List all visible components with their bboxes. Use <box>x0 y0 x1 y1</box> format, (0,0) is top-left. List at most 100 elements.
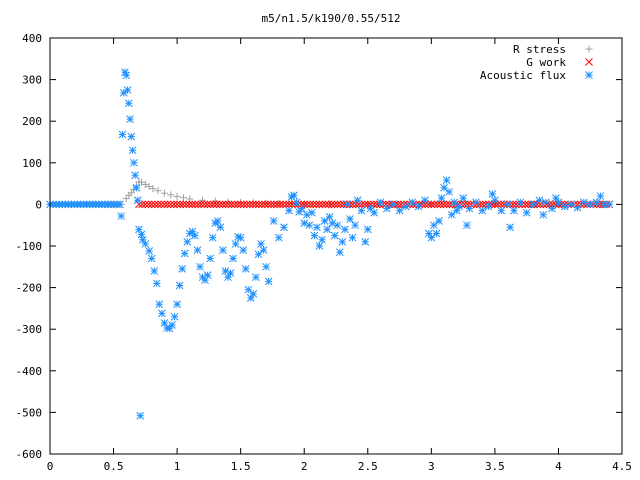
data-point <box>193 246 202 255</box>
data-point <box>463 200 472 209</box>
data-point <box>596 192 605 200</box>
data-point <box>173 200 181 209</box>
data-point <box>182 200 191 209</box>
data-point <box>188 200 197 209</box>
data-point <box>292 198 301 207</box>
data-point <box>206 200 215 209</box>
data-point <box>506 223 514 232</box>
data-point <box>203 271 212 279</box>
data-point <box>173 300 181 309</box>
data-point <box>414 202 423 211</box>
data-point <box>128 146 137 155</box>
data-point <box>484 202 493 211</box>
data-point <box>305 221 314 230</box>
data-point <box>497 200 505 209</box>
legend-marker <box>585 71 593 79</box>
data-point <box>170 200 178 209</box>
data-point <box>280 223 288 232</box>
data-point <box>321 200 330 209</box>
data-point <box>541 198 550 207</box>
data-point <box>307 208 316 217</box>
data-point <box>503 200 512 209</box>
data-point <box>338 237 347 246</box>
data-point <box>455 202 464 211</box>
data-point <box>216 223 225 232</box>
data-point <box>212 200 221 209</box>
data-point <box>224 200 233 209</box>
data-point <box>264 200 272 209</box>
data-point <box>312 200 321 209</box>
data-point <box>131 171 140 180</box>
data-point <box>290 191 298 200</box>
data-point <box>175 281 184 290</box>
data-point <box>127 132 136 141</box>
x-tick-label: 3.5 <box>485 460 505 473</box>
data-point <box>325 213 334 221</box>
data-point <box>254 250 263 259</box>
data-point <box>194 200 203 209</box>
data-point <box>318 200 327 209</box>
y-tick-label: 300 <box>22 74 42 87</box>
y-tick-label: -500 <box>16 406 43 419</box>
data-point <box>494 200 502 209</box>
data-point <box>450 198 459 207</box>
data-point <box>141 180 149 188</box>
data-point <box>137 230 146 239</box>
data-point <box>535 196 544 205</box>
data-point <box>123 86 132 94</box>
data-point <box>315 242 324 250</box>
data-point <box>116 200 124 209</box>
data-point <box>215 200 224 209</box>
data-point <box>320 217 329 225</box>
data-point <box>382 204 391 213</box>
data-point <box>567 200 576 209</box>
data-point <box>333 221 342 230</box>
data-point <box>437 194 446 203</box>
data-point <box>244 285 253 294</box>
data-point <box>439 200 448 209</box>
y-tick-label: -200 <box>16 282 43 295</box>
data-point <box>592 198 601 207</box>
data-point <box>155 300 164 309</box>
data-point <box>346 215 354 223</box>
data-point <box>242 200 251 209</box>
data-point <box>274 233 283 242</box>
data-point <box>197 200 206 209</box>
data-point <box>141 240 150 248</box>
data-point <box>145 183 153 191</box>
data-point <box>580 198 588 207</box>
data-point <box>318 235 326 244</box>
data-point <box>229 254 237 263</box>
data-point <box>206 254 215 263</box>
data-point <box>248 200 257 209</box>
data-point <box>209 200 218 209</box>
data-point <box>341 225 349 234</box>
data-point <box>432 229 441 238</box>
data-point <box>168 321 176 329</box>
data-point <box>251 200 260 209</box>
legend-label: R stress <box>513 43 566 56</box>
data-point <box>179 194 187 202</box>
data-point <box>233 200 242 209</box>
data-point <box>267 200 275 209</box>
data-point <box>285 200 293 209</box>
data-point <box>231 240 240 248</box>
data-point <box>150 267 159 275</box>
data-point <box>257 240 265 248</box>
data-point <box>303 200 312 209</box>
data-point <box>327 200 336 209</box>
data-point <box>270 200 278 209</box>
data-point <box>389 200 398 209</box>
data-point <box>310 231 319 240</box>
data-point <box>226 269 235 277</box>
data-point <box>463 221 471 230</box>
data-point <box>170 312 179 321</box>
data-point <box>442 200 451 209</box>
data-point <box>147 254 156 263</box>
data-point <box>218 200 227 209</box>
data-point <box>361 237 370 246</box>
legend-marker <box>585 58 593 66</box>
data-point <box>200 200 209 209</box>
data-point <box>230 200 239 209</box>
